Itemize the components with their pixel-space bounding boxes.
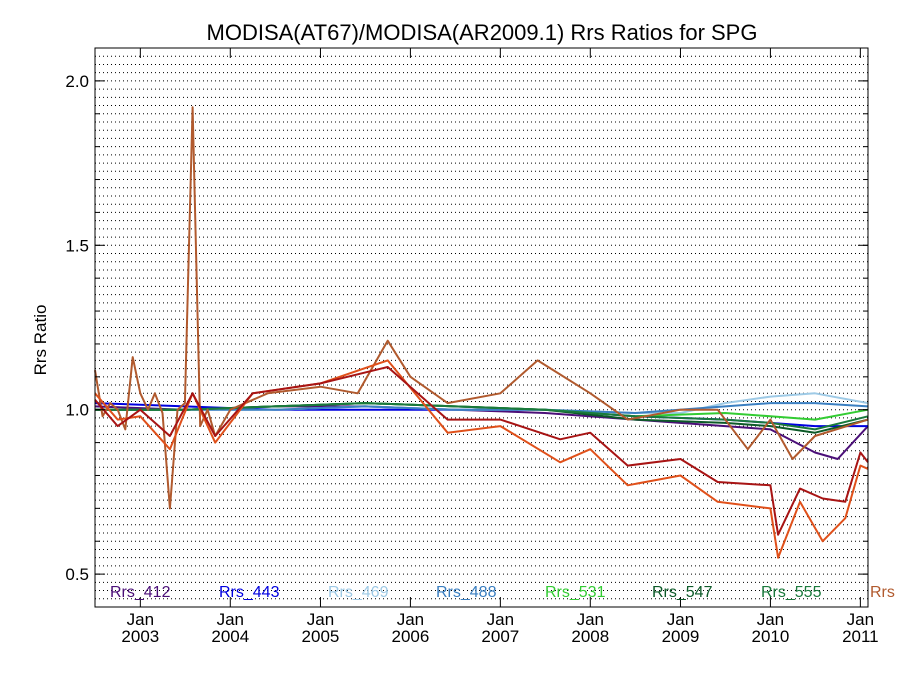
y-tick-label: 1.0 (65, 401, 89, 420)
y-tick-label: 0.5 (65, 565, 89, 584)
x-tick-month: Jan (217, 610, 244, 629)
axis-ticks: 0.51.01.52.0Jan2003Jan2004Jan2005Jan2006… (65, 48, 879, 646)
grid (95, 55, 868, 600)
series-line-rrs-555 (95, 402, 869, 431)
x-tick-year: 2005 (302, 627, 340, 646)
x-tick-year: 2007 (481, 627, 519, 646)
chart-title: MODISA(AT67)/MODISA(AR2009.1) Rrs Ratios… (207, 20, 758, 45)
legend-item: Rrs_488 (436, 584, 497, 601)
legend: Rrs_412 Rrs_443 Rrs_469 Rrs_488 Rrs_531 Rrs_5… (110, 584, 895, 601)
legend-item: Rrs_547 (652, 584, 713, 601)
y-tick-label: 2.0 (65, 72, 89, 91)
legend-item: Rrs_469 (328, 584, 389, 601)
x-tick-month: Jan (397, 610, 424, 629)
x-tick-year: 2011 (842, 627, 879, 646)
legend-item: Rrs_531 (545, 584, 606, 601)
x-tick-year: 2009 (662, 627, 700, 646)
legend-item: Rrs_555 (761, 584, 822, 601)
series-line-unlabeled-8 (94, 359, 869, 559)
x-tick-month: Jan (757, 610, 784, 629)
x-tick-month: Jan (667, 610, 694, 629)
x-tick-year: 2008 (571, 627, 609, 646)
x-tick-year: 2010 (752, 627, 790, 646)
x-tick-month: Jan (577, 610, 604, 629)
x-tick-year: 2003 (121, 627, 159, 646)
legend-item: Rrs_412 (110, 584, 171, 601)
x-tick-month: Jan (307, 610, 334, 629)
x-tick-year: 2006 (391, 627, 429, 646)
legend-item: Rrs_443 (219, 584, 280, 601)
x-tick-month: Jan (487, 610, 514, 629)
series-line-rrs-645 (94, 106, 869, 510)
x-tick-year: 2004 (211, 627, 249, 646)
x-tick-month: Jan (127, 610, 154, 629)
series-layer (94, 106, 869, 559)
x-tick-month: Jan (847, 610, 874, 629)
plot-frame (94, 47, 869, 608)
y-tick-label: 1.5 (65, 236, 89, 255)
legend-item: Rrs (870, 584, 895, 601)
series-line-unlabeled-9 (94, 366, 869, 536)
y-axis-label: Rrs Ratio (31, 305, 50, 376)
